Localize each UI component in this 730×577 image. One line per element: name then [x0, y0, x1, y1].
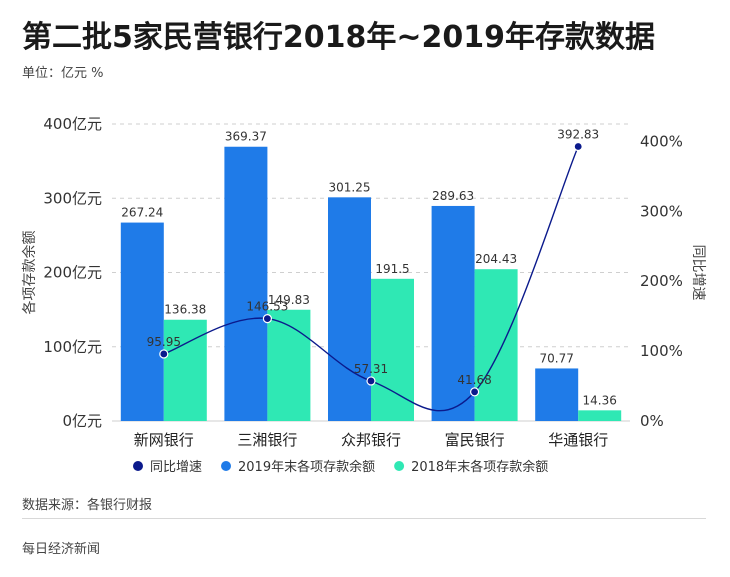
bar-2019	[224, 146, 268, 421]
bar-2018-label: 149.83	[268, 293, 310, 307]
bar-2019	[328, 197, 371, 421]
bar-2019	[535, 368, 579, 421]
y-tick-label: 100亿元	[43, 338, 102, 356]
source-note: 数据来源：各银行财报	[22, 498, 153, 513]
bar-2019-label: 267.24	[121, 206, 163, 220]
growth-label: 57.31	[354, 362, 388, 376]
y2-tick-label: 200%	[640, 272, 683, 290]
bar-2018	[578, 410, 622, 421]
x-tick-label: 新网银行	[134, 431, 194, 449]
footer-brand: 每日经济新闻	[22, 542, 101, 557]
x-tick-label: 三湘银行	[237, 431, 297, 449]
bar-2019	[431, 205, 475, 421]
y2-tick-label: 100%	[640, 342, 683, 360]
y-tick-label: 0亿元	[62, 412, 102, 430]
x-tick-label: 华通银行	[548, 431, 608, 449]
y2-tick-label: 400%	[640, 132, 683, 150]
bar-2018-label: 14.36	[583, 393, 617, 407]
growth-label: 95.95	[147, 335, 181, 349]
growth-point	[573, 141, 583, 152]
growth-label: 41.68	[457, 373, 491, 387]
bar-2019-label: 70.77	[540, 351, 574, 365]
growth-label: 146.53	[246, 300, 288, 314]
bar-2019-label: 369.37	[225, 130, 267, 144]
chart-title: 第二批5家民营银行2018年~2019年存款数据	[22, 20, 656, 55]
y2-tick-label: 0%	[640, 412, 664, 430]
legend-label: 2019年末各项存款余额	[238, 459, 375, 475]
x-tick-label: 众邦银行	[341, 431, 401, 449]
bar-2018	[267, 309, 311, 421]
y-tick-label: 300亿元	[43, 189, 102, 207]
legend-label: 2018年末各项存款余额	[411, 459, 548, 475]
x-tick-label: 富民银行	[445, 431, 505, 449]
growth-line	[163, 146, 579, 412]
bar-2018	[371, 278, 414, 421]
bar-2019-label: 301.25	[329, 180, 371, 194]
growth-label: 392.83	[557, 127, 599, 141]
bar-2018-label: 191.5	[375, 262, 409, 276]
legend-marker	[133, 461, 143, 471]
unit-note: 单位：亿元 %	[22, 66, 104, 81]
growth-point	[262, 314, 272, 324]
growth-point	[159, 349, 169, 359]
legend-marker	[394, 461, 405, 471]
y-tick-label: 200亿元	[43, 264, 102, 282]
legend-marker	[221, 461, 232, 471]
growth-point	[366, 376, 376, 386]
bar-2019	[120, 222, 164, 421]
growth-point	[470, 387, 480, 397]
y-axis-title: 各项存款余额	[21, 231, 38, 315]
divider	[22, 518, 706, 519]
y2-axis-title: 同比增速	[690, 245, 706, 301]
y-tick-label: 400亿元	[43, 115, 102, 133]
bar-2018	[474, 269, 518, 421]
bar-2019-label: 289.63	[432, 189, 474, 203]
bar-2018-label: 204.43	[475, 252, 517, 266]
bar-2018-label: 136.38	[164, 303, 206, 317]
legend-label: 同比增速	[150, 460, 202, 475]
y2-tick-label: 300%	[640, 202, 683, 220]
